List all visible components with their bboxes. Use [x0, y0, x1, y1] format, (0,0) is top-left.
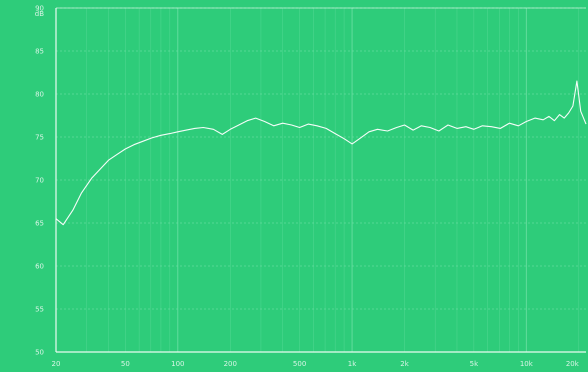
y-tick-label: 50 [35, 349, 44, 357]
y-tick-label: 55 [35, 306, 44, 314]
series-layer [55, 80, 587, 226]
y-tick-label: 85 [35, 48, 44, 56]
x-tick-label: 5k [470, 360, 479, 368]
series-line [55, 80, 587, 226]
x-tick-label: 10k [520, 360, 534, 368]
x-tick-label: 2k [400, 360, 409, 368]
y-tick-label: 60 [35, 263, 44, 271]
y-tick-label: 90 [35, 5, 44, 13]
x-tick-label: 20 [52, 360, 61, 368]
y-tick-label: 75 [35, 134, 44, 142]
x-tick-label: 1k [348, 360, 357, 368]
y-tick-label: 70 [35, 177, 44, 185]
x-tick-label: 50 [121, 360, 130, 368]
x-tick-label: 20k [566, 360, 580, 368]
y-axis-ticks: dB 90 85 80 75 70 65 60 55 50 [35, 5, 44, 357]
x-tick-label: 200 [224, 360, 237, 368]
x-axis-ticks: 20 50 100 200 500 1k 2k 5k 10k 20k [52, 360, 580, 368]
y-tick-label: 80 [35, 91, 44, 99]
plot-frame [55, 7, 586, 353]
x-tick-label: 100 [171, 360, 184, 368]
y-unit-label: dB [35, 10, 44, 18]
x-tick-label: 500 [293, 360, 306, 368]
y-tick-label: 65 [35, 220, 44, 228]
